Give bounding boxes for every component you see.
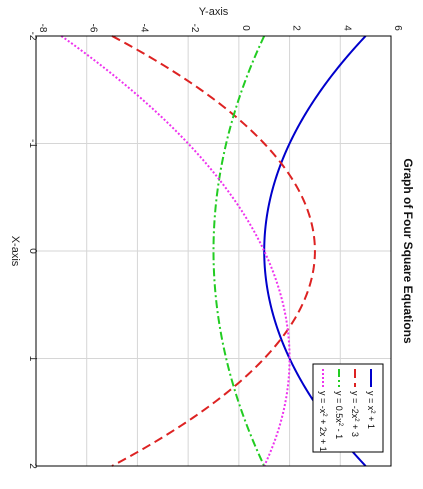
legend-label-1: y = x2 + 1 (366, 391, 376, 429)
x-tick-label: -2 (27, 32, 38, 41)
x-tick-label: 1 (27, 356, 38, 362)
legend-label-3: y = 0.5x2 - 1 (334, 391, 344, 439)
y-axis-label: Y-axis (199, 6, 229, 18)
y-tick-label: 2 (291, 25, 302, 31)
legend-box: y = x2 + 1y = -2x2 + 3y = 0.5x2 - 1y = -… (312, 363, 384, 453)
legend-label-text: y = 0.5x (334, 391, 344, 423)
tick-labels: -8 -6 -4 -2 0 2 4 6 -2 -1 0 1 2 (27, 24, 403, 470)
legend-frame (312, 363, 384, 453)
x-tick-label: 2 (27, 463, 38, 469)
series-line-1 (263, 35, 367, 467)
legend-label-exponent: 2 (337, 423, 343, 427)
y-tick-label: 6 (392, 25, 403, 31)
legend-label-tail: + 2x + 1 (318, 417, 328, 452)
x-axis-label: X-axis (9, 236, 21, 267)
legend-label-tail: - 1 (334, 426, 344, 439)
y-tick-label: -4 (138, 24, 149, 33)
series-line-2 (111, 35, 316, 467)
y-tick-label: 4 (341, 25, 352, 31)
legend-label-tail: + 3 (350, 422, 360, 437)
legend-label-text: y = -x (318, 391, 328, 414)
legend-label-exponent: 2 (353, 418, 359, 422)
legend-label-exponent: 2 (369, 410, 375, 414)
legend: y = x2 + 1y = -2x2 + 3y = 0.5x2 - 1y = -… (312, 363, 384, 453)
series-layer (60, 35, 367, 467)
series-line-3 (212, 35, 266, 467)
legend-label-2: y = -2x2 + 3 (350, 391, 360, 437)
legend-label-4: y = -x2 + 2x + 1 (318, 391, 328, 452)
y-tick-label: -2 (189, 24, 200, 33)
y-tick-label: -6 (88, 24, 99, 33)
y-tick-label: 0 (240, 25, 251, 31)
x-tick-label: 0 (27, 248, 38, 254)
plot-frame (35, 35, 392, 467)
axis-titles: Y-axis X-axis Graph of Four Square Equatio… (9, 6, 415, 344)
legend-label-text: y = x (366, 391, 376, 411)
x-tick-label: -1 (27, 139, 38, 148)
legend-label-tail: + 1 (366, 414, 376, 429)
legend-label-text: y = -2x (350, 391, 360, 419)
chart-title: Graph of Four Square Equations (401, 158, 415, 344)
legend-label-exponent: 2 (321, 413, 327, 417)
y-tick-label: -8 (37, 24, 48, 33)
